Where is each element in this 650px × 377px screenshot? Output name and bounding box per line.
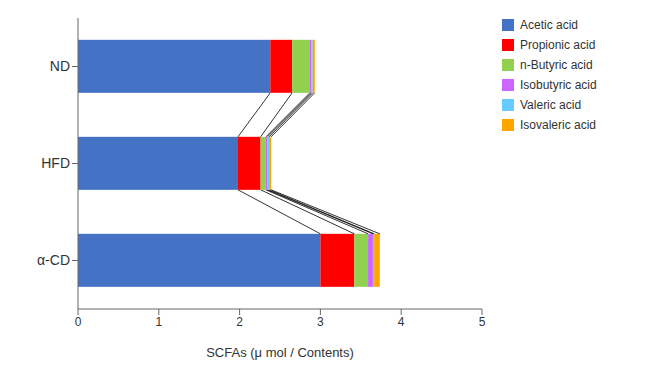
html-text:Isobutyric acid: Isobutyric acid bbox=[520, 78, 597, 92]
svg-text:1: 1 bbox=[155, 315, 162, 329]
svg-text:3: 3 bbox=[317, 315, 324, 329]
svg-text:2: 2 bbox=[236, 315, 243, 329]
svg-text:α-CD: α-CD bbox=[37, 252, 70, 268]
html-text:Isovaleric acid: Isovaleric acid bbox=[520, 118, 596, 132]
svg-text:ND: ND bbox=[50, 58, 70, 74]
html-text:n-Butyric acid: n-Butyric acid bbox=[520, 58, 593, 72]
svg-text:SCFAs (μ mol / Contents): SCFAs (μ mol / Contents) bbox=[206, 345, 354, 360]
html-text:Acetic acid: Acetic acid bbox=[520, 18, 578, 32]
svg-text:5: 5 bbox=[479, 315, 486, 329]
svg-text:0: 0 bbox=[75, 315, 82, 329]
svg-text:HFD: HFD bbox=[41, 155, 70, 171]
svg-text:4: 4 bbox=[398, 315, 405, 329]
html-text:Propionic acid: Propionic acid bbox=[520, 38, 596, 52]
html-text:Valeric acid: Valeric acid bbox=[520, 98, 582, 112]
